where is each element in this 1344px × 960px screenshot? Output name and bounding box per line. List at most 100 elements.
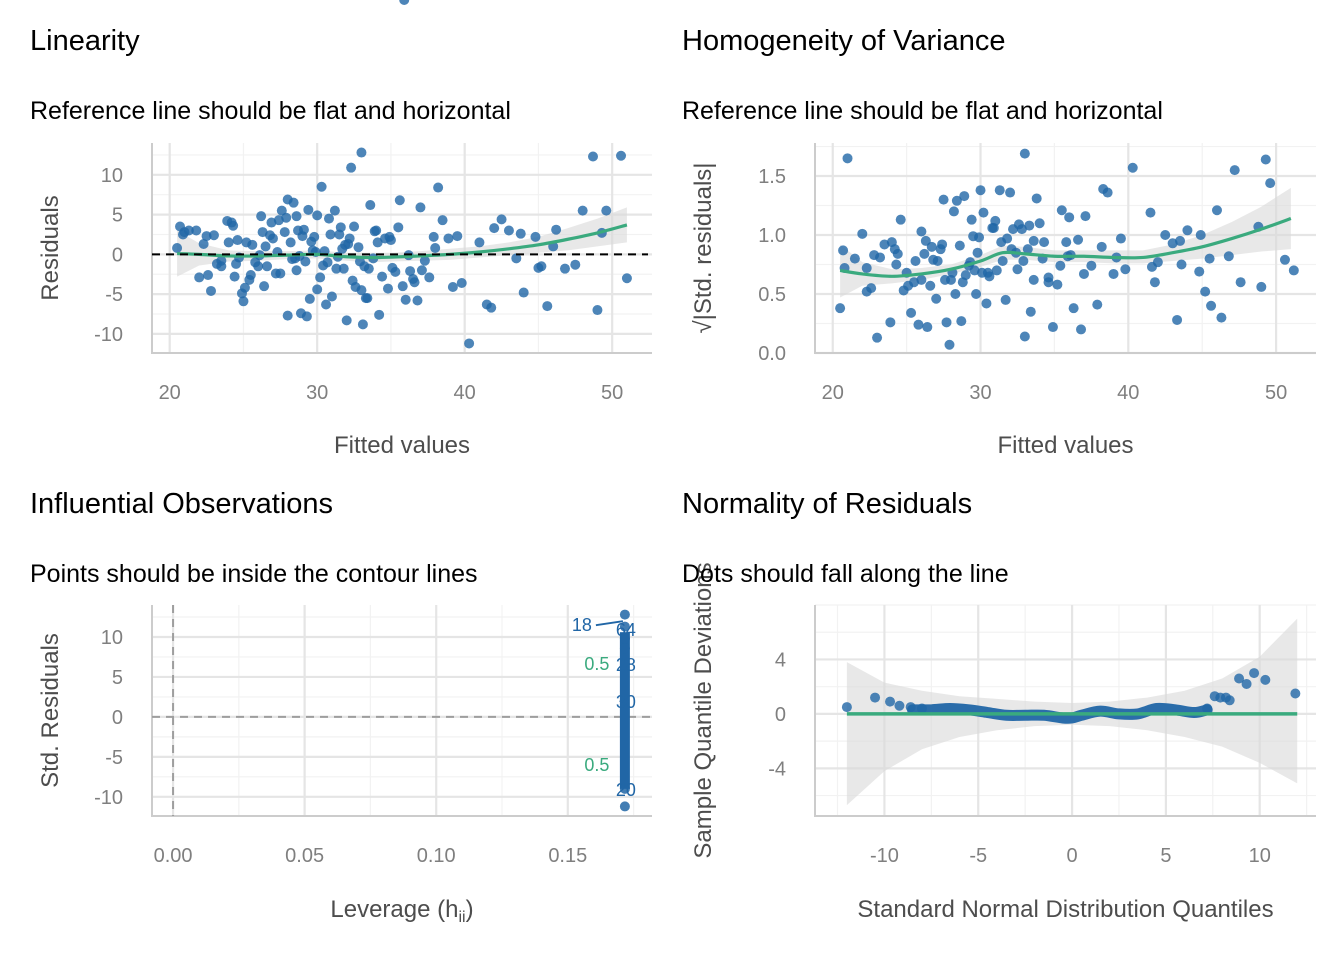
data-point bbox=[849, 253, 860, 264]
data-point bbox=[570, 259, 581, 270]
data-point bbox=[362, 293, 373, 304]
panel-subtitle-influential: Points should be inside the contour line… bbox=[30, 560, 478, 588]
data-point bbox=[238, 296, 249, 307]
data-point bbox=[338, 263, 349, 274]
data-point bbox=[304, 293, 315, 304]
data-point bbox=[1235, 277, 1246, 288]
data-point bbox=[841, 702, 852, 713]
data-point bbox=[1260, 154, 1271, 165]
data-point bbox=[1092, 299, 1103, 310]
point-band bbox=[907, 702, 1213, 724]
data-point bbox=[835, 303, 846, 314]
data-point bbox=[228, 220, 239, 231]
data-point bbox=[412, 295, 423, 306]
data-point bbox=[322, 257, 333, 268]
data-point bbox=[306, 236, 317, 247]
data-point bbox=[1172, 314, 1183, 325]
data-point bbox=[619, 633, 630, 644]
data-point bbox=[1005, 187, 1016, 198]
data-point bbox=[1096, 241, 1107, 252]
data-point bbox=[1127, 162, 1138, 173]
data-point bbox=[1182, 225, 1193, 236]
data-point bbox=[316, 181, 327, 192]
data-point bbox=[619, 609, 630, 620]
y-tick-label: -4 bbox=[768, 758, 786, 780]
data-point bbox=[1260, 674, 1271, 685]
data-point bbox=[1115, 233, 1126, 244]
data-point bbox=[1064, 212, 1075, 223]
point-label: 64 bbox=[616, 620, 636, 640]
data-point bbox=[542, 301, 553, 312]
data-point bbox=[260, 241, 271, 252]
data-point bbox=[619, 621, 630, 632]
data-point bbox=[400, 294, 411, 305]
data-point bbox=[916, 703, 927, 714]
data-point bbox=[866, 283, 877, 294]
data-point bbox=[1256, 281, 1267, 292]
data-point bbox=[910, 255, 921, 266]
data-point bbox=[1086, 260, 1097, 271]
data-point bbox=[347, 275, 358, 286]
data-point bbox=[291, 211, 302, 222]
data-point bbox=[1034, 218, 1045, 229]
data-point bbox=[972, 247, 983, 258]
data-point bbox=[515, 228, 526, 239]
data-point bbox=[256, 211, 267, 222]
data-point bbox=[1025, 306, 1036, 317]
data-point bbox=[384, 231, 395, 242]
data-point bbox=[894, 700, 905, 711]
data-point bbox=[356, 285, 367, 296]
data-point bbox=[301, 311, 312, 322]
data-point bbox=[996, 237, 1007, 248]
data-point bbox=[913, 319, 924, 330]
data-point bbox=[405, 266, 416, 277]
point-label: 28 bbox=[616, 655, 636, 675]
data-point bbox=[1052, 279, 1063, 290]
data-point bbox=[1195, 230, 1206, 241]
data-point bbox=[941, 317, 952, 328]
data-point bbox=[374, 309, 385, 320]
y-tick-label: 0.0 bbox=[758, 343, 786, 365]
data-point bbox=[969, 265, 980, 276]
data-point bbox=[1024, 220, 1035, 231]
y-tick-label: 5 bbox=[112, 667, 123, 689]
data-point bbox=[842, 153, 853, 164]
point-label: 18 bbox=[572, 615, 592, 635]
data-point bbox=[223, 237, 234, 248]
panel-homogeneity: 20 30 40 50 0.0 0.5 1.0 1.5 Fitted values √|Std. … bbox=[690, 143, 1316, 459]
data-point bbox=[1018, 255, 1029, 266]
panel-title-normality: Normality of Residuals bbox=[682, 488, 973, 520]
data-point bbox=[365, 200, 376, 211]
data-point bbox=[177, 229, 188, 240]
data-point bbox=[1102, 187, 1113, 198]
data-point bbox=[1202, 703, 1213, 714]
panel-title-homogeneity: Homogeneity of Variance bbox=[682, 25, 1006, 57]
data-point bbox=[443, 233, 454, 244]
data-point bbox=[232, 235, 243, 246]
y-tick-label: -10 bbox=[94, 324, 123, 346]
point-column bbox=[619, 632, 630, 789]
data-point bbox=[321, 299, 332, 310]
data-point bbox=[276, 205, 287, 216]
data-point bbox=[312, 284, 323, 295]
data-point bbox=[216, 255, 227, 266]
smooth-line bbox=[177, 223, 628, 260]
panel-subtitle-normality: Dots should fall along the line bbox=[682, 560, 1009, 588]
data-point bbox=[978, 207, 989, 218]
data-point bbox=[551, 224, 562, 235]
data-point bbox=[409, 277, 420, 288]
data-point bbox=[1223, 251, 1234, 262]
data-point bbox=[861, 263, 872, 274]
data-point bbox=[892, 248, 903, 259]
data-point bbox=[369, 226, 380, 237]
data-point bbox=[619, 801, 630, 812]
data-point bbox=[419, 255, 430, 266]
y-tick-label: 1.5 bbox=[758, 166, 786, 188]
data-point bbox=[456, 278, 467, 288]
data-point bbox=[1108, 268, 1119, 279]
data-point bbox=[948, 206, 959, 217]
data-point bbox=[1019, 148, 1030, 159]
data-point bbox=[1080, 211, 1091, 222]
data-point bbox=[503, 225, 514, 236]
data-point bbox=[1175, 235, 1186, 246]
